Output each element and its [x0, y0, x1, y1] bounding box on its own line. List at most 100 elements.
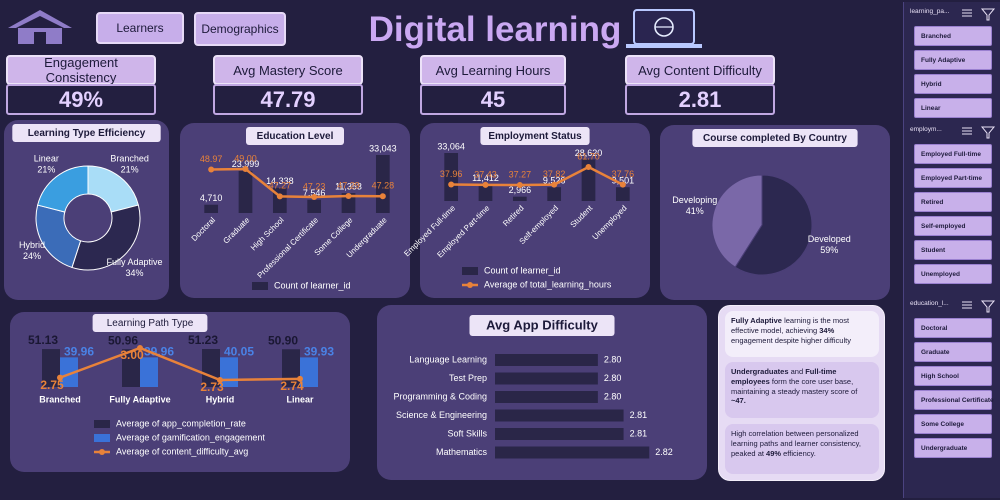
bar: [495, 354, 598, 366]
slicer-item[interactable]: Student: [914, 240, 992, 260]
bar: [444, 153, 459, 201]
slicer-item[interactable]: Employed Full-time: [914, 144, 992, 164]
slicer-title: education_l...: [910, 300, 949, 307]
legend-label: Count of learner_id: [274, 280, 351, 290]
avg-app-difficulty: Avg App Difficulty Language Learning 2.80 T…: [377, 305, 707, 480]
bar-label: 2.82: [655, 447, 673, 457]
slice-name: Linear: [34, 154, 59, 164]
slicer-item[interactable]: Graduate: [914, 342, 992, 362]
line-point: [311, 194, 318, 200]
line-label: 37.96: [440, 169, 463, 179]
chart-title: Employment Status: [488, 131, 582, 142]
slice: [734, 174, 813, 276]
legend-swatch: [94, 420, 110, 428]
nav-button[interactable]: Demographics: [194, 12, 286, 46]
chart-title: Course completed By Country: [703, 133, 847, 144]
line-label: 2.74: [280, 379, 304, 393]
x-tick-label: High School: [249, 215, 286, 252]
line-point: [448, 181, 455, 188]
x-tick-label: Doctoral: [190, 215, 218, 243]
slice-label: 34%: [126, 268, 144, 278]
bar-label: 9,501: [612, 176, 635, 186]
course-completed-by-country: Course completed By Country Developing 41%…: [660, 125, 890, 300]
bar-label: 2.80: [604, 373, 622, 383]
line-point: [551, 181, 558, 188]
slicer-item[interactable]: Self-employed: [914, 216, 992, 236]
insight-text: and: [788, 367, 806, 376]
slicer-item[interactable]: High School: [914, 366, 992, 386]
bar-label: 2.80: [604, 391, 622, 401]
line: [59, 346, 301, 382]
x-tick-label: Hybrid: [206, 394, 235, 404]
insight-text: 34%: [819, 325, 835, 335]
title-box: [469, 315, 615, 336]
title-box: [480, 127, 590, 145]
line-point: [516, 182, 523, 188]
insight-text: 49%: [766, 448, 782, 458]
slice-name: Hybrid: [19, 240, 45, 250]
bar-label: 2,966: [509, 185, 532, 195]
x-tick-label: Fully Adaptive: [109, 394, 170, 404]
line-label: 47.28: [372, 181, 395, 191]
y-tick-label: Soft Skills: [447, 428, 487, 438]
bar-label: 11,353: [335, 181, 362, 191]
course-completed-by-country-plot: Course completed By Country Developing41%…: [672, 129, 858, 276]
bar-label: 33,043: [369, 143, 397, 153]
bar-label: 23,999: [232, 159, 260, 169]
insight-card: High correlation between personalized le…: [725, 424, 879, 474]
bar-label: 2.80: [604, 354, 622, 364]
bar-label: 2.81: [630, 428, 648, 438]
legend-swatch: [252, 282, 268, 290]
x-tick-label: Graduate: [221, 215, 251, 245]
bar: [375, 155, 390, 213]
nav-button[interactable]: Learners: [96, 12, 184, 44]
slicer-item[interactable]: Branched: [914, 26, 992, 46]
insight-text: High correlation between personalized le…: [731, 429, 861, 458]
slice-name: Branched: [110, 154, 149, 164]
title-box: [92, 314, 208, 332]
bar-label: 51.13: [28, 333, 58, 347]
line-label: 37.76: [612, 169, 635, 179]
line-label: 48.97: [200, 154, 223, 164]
slicer-item[interactable]: Hybrid: [914, 74, 992, 94]
slicer-item[interactable]: Linear: [914, 98, 992, 118]
x-tick-label: Branched: [39, 394, 81, 404]
learning-path-type-plot: Learning Path Type 51.13 39.96 Branched 50.9…: [28, 314, 334, 456]
slicer-item[interactable]: Undergraduate: [914, 438, 992, 458]
bar-label: 11,412: [472, 173, 499, 183]
slice-label: 59%: [820, 245, 838, 255]
slicer-icons: [962, 300, 996, 313]
icon-filter: [980, 8, 996, 21]
kpi-value: 2.81: [625, 84, 775, 115]
monitor-icon: [626, 9, 702, 48]
kpi-value: 47.79: [213, 84, 363, 115]
slicer-item[interactable]: Professional Certificate: [914, 390, 994, 410]
education-level: Education Level 4,710 Doctoral 23,999 Gradua…: [180, 123, 410, 298]
slicer-item[interactable]: Unemployed: [914, 264, 992, 284]
line-point: [208, 166, 215, 173]
x-tick-label: Retired: [501, 204, 526, 229]
slicer-item[interactable]: Some College: [914, 414, 992, 434]
slicer-item[interactable]: Employed Part-time: [914, 168, 992, 188]
kpi-label: Engagement Consistency: [6, 55, 156, 85]
slicer-item[interactable]: Retired: [914, 192, 992, 212]
slice-name: Fully Adaptive: [107, 257, 163, 267]
slicer-item[interactable]: Doctoral: [914, 318, 992, 338]
kpi-label: Avg Learning Hours: [420, 55, 566, 85]
bar-label: 4,710: [200, 193, 223, 203]
bar: [512, 196, 527, 201]
education-level-plot: Education Level 4,710 Doctoral 23,999 Gradua…: [190, 127, 397, 290]
icon-filter: [980, 126, 996, 139]
bar: [122, 349, 140, 387]
legend-label: Average of gamification_engagement: [116, 432, 265, 442]
legend-swatch: [94, 434, 110, 442]
slicer-icons: [962, 8, 996, 21]
line-point: [619, 181, 626, 188]
x-tick-label: Unemployed: [591, 204, 629, 242]
slice: [35, 204, 82, 269]
line-point: [379, 193, 386, 200]
slicer-item[interactable]: Fully Adaptive: [914, 50, 992, 70]
home-roof: [8, 10, 72, 28]
y-tick-label: Language Learning: [409, 354, 487, 364]
